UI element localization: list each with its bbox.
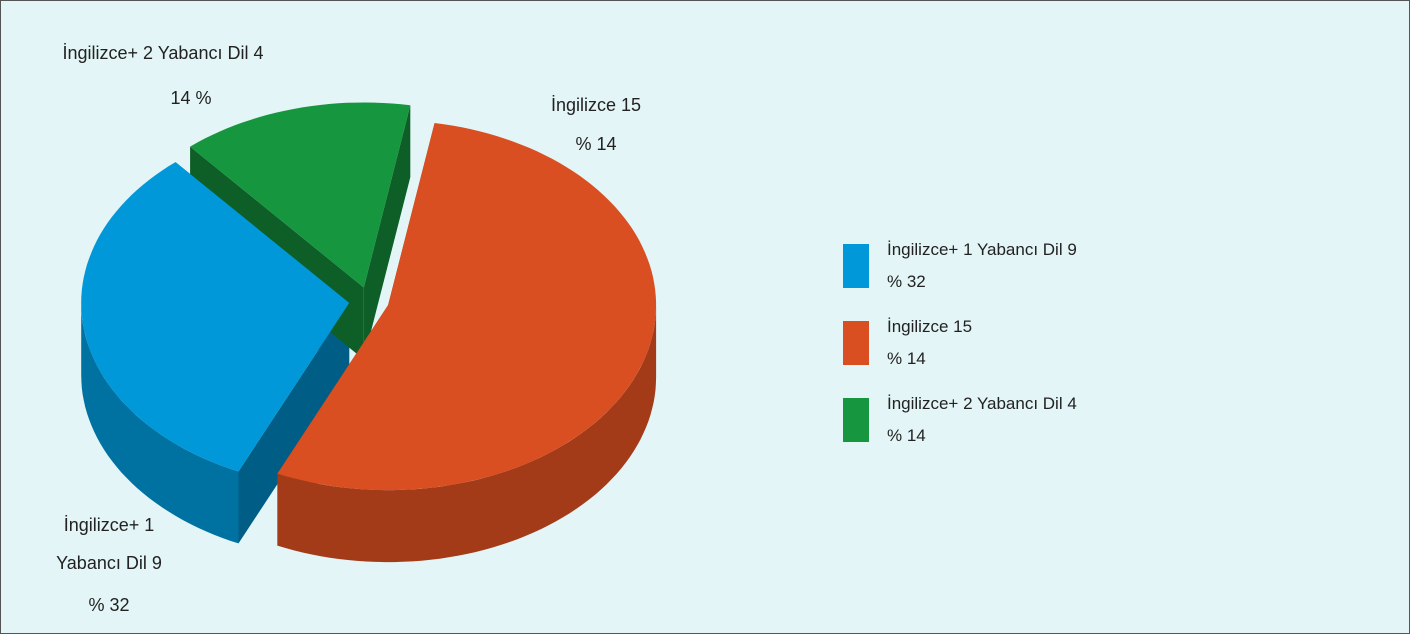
slice-side [81,302,239,544]
slice-label: İngilizce+ 1 Yabancı Dil 9 [56,515,162,573]
slice [81,162,350,472]
slice-value-label: % 14 [575,134,617,154]
legend-value: % 14 [887,349,926,368]
legend-label: İngilizce 15 [887,317,973,336]
legend-label: İngilizce+ 2 Yabancı Dil 4 [887,394,1077,413]
legend-value: % 32 [887,272,926,291]
slice-cut-face [363,105,411,360]
legend-value: % 14 [887,426,926,445]
slice [190,102,411,288]
slice-label: İngilizce 15 [550,95,642,115]
slice [277,123,657,491]
legend-swatch [843,398,869,442]
slice-label: İngilizce+ 2 Yabancı Dil 4 [62,43,264,63]
slice-value-label: % 32 [88,595,130,615]
slice-cut-face [238,302,350,544]
legend-swatch [843,321,869,365]
slice-side [277,305,657,563]
legend-swatch [843,244,869,288]
legend-label: İngilizce+ 1 Yabancı Dil 9 [887,240,1077,259]
slice-value-label: 14 % [170,88,212,108]
